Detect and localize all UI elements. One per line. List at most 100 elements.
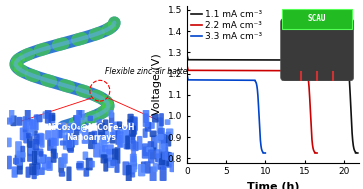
FancyBboxPatch shape [78,109,85,120]
FancyBboxPatch shape [124,127,130,144]
FancyBboxPatch shape [32,139,39,150]
FancyBboxPatch shape [150,147,156,159]
FancyBboxPatch shape [36,159,40,170]
Y-axis label: Voltage (V): Voltage (V) [152,53,162,115]
FancyBboxPatch shape [40,155,46,164]
Text: Flexible zinc-air battery: Flexible zinc-air battery [105,67,195,76]
FancyBboxPatch shape [107,158,114,168]
FancyBboxPatch shape [23,129,29,143]
FancyBboxPatch shape [166,155,172,168]
FancyBboxPatch shape [156,149,160,158]
FancyBboxPatch shape [110,160,117,166]
FancyBboxPatch shape [28,141,32,156]
FancyBboxPatch shape [123,161,129,175]
FancyBboxPatch shape [68,123,73,137]
FancyBboxPatch shape [20,128,27,140]
FancyBboxPatch shape [72,135,78,145]
FancyBboxPatch shape [34,114,39,130]
FancyBboxPatch shape [16,151,23,166]
FancyBboxPatch shape [82,129,88,144]
FancyBboxPatch shape [66,135,73,148]
FancyBboxPatch shape [87,116,93,121]
FancyBboxPatch shape [128,163,134,174]
FancyBboxPatch shape [126,165,132,182]
FancyBboxPatch shape [102,154,108,160]
FancyBboxPatch shape [122,127,127,143]
FancyBboxPatch shape [161,159,166,170]
FancyBboxPatch shape [36,115,42,122]
FancyBboxPatch shape [157,117,163,133]
FancyBboxPatch shape [29,125,34,136]
FancyBboxPatch shape [131,135,135,143]
FancyBboxPatch shape [158,128,165,140]
FancyBboxPatch shape [166,129,173,135]
FancyBboxPatch shape [79,128,85,133]
FancyBboxPatch shape [27,134,33,148]
FancyBboxPatch shape [153,163,158,172]
FancyBboxPatch shape [51,149,57,163]
FancyBboxPatch shape [32,130,38,136]
FancyBboxPatch shape [66,167,72,182]
FancyBboxPatch shape [155,153,162,162]
FancyBboxPatch shape [37,133,44,146]
FancyBboxPatch shape [125,135,130,149]
FancyBboxPatch shape [141,161,146,173]
FancyBboxPatch shape [63,135,70,150]
FancyBboxPatch shape [143,146,149,156]
FancyBboxPatch shape [60,140,67,146]
Text: NiCo₂O₄@NiCoFe-OH
Nanoarrays: NiCo₂O₄@NiCoFe-OH Nanoarrays [47,123,135,142]
FancyBboxPatch shape [45,108,52,124]
FancyBboxPatch shape [28,119,34,132]
FancyBboxPatch shape [131,150,136,163]
FancyBboxPatch shape [99,132,103,148]
FancyBboxPatch shape [36,136,43,142]
FancyBboxPatch shape [28,141,33,154]
FancyBboxPatch shape [114,163,119,173]
FancyBboxPatch shape [110,132,115,139]
FancyBboxPatch shape [15,141,22,156]
FancyBboxPatch shape [124,144,131,149]
FancyBboxPatch shape [34,149,38,165]
FancyBboxPatch shape [158,130,163,142]
FancyBboxPatch shape [89,161,95,167]
FancyBboxPatch shape [88,132,95,149]
FancyBboxPatch shape [106,149,112,162]
FancyBboxPatch shape [109,112,114,127]
FancyBboxPatch shape [145,122,151,132]
FancyBboxPatch shape [37,155,45,163]
FancyBboxPatch shape [138,164,145,176]
FancyBboxPatch shape [77,161,84,170]
FancyBboxPatch shape [65,135,70,141]
FancyBboxPatch shape [62,153,68,164]
Legend: 1.1 mA cm⁻³, 2.2 mA cm⁻³, 3.3 mA cm⁻³: 1.1 mA cm⁻³, 2.2 mA cm⁻³, 3.3 mA cm⁻³ [191,10,262,41]
FancyBboxPatch shape [20,146,25,162]
FancyBboxPatch shape [83,168,89,177]
FancyBboxPatch shape [111,122,119,139]
FancyBboxPatch shape [23,121,30,129]
FancyBboxPatch shape [102,131,109,144]
FancyBboxPatch shape [74,116,81,131]
FancyBboxPatch shape [102,145,107,152]
FancyBboxPatch shape [25,109,31,122]
FancyBboxPatch shape [117,131,124,148]
FancyBboxPatch shape [66,130,73,147]
FancyBboxPatch shape [73,115,79,121]
FancyBboxPatch shape [46,160,53,171]
FancyBboxPatch shape [59,157,66,168]
FancyBboxPatch shape [43,111,49,119]
FancyBboxPatch shape [101,154,107,163]
FancyBboxPatch shape [131,121,137,135]
FancyBboxPatch shape [109,110,114,118]
FancyBboxPatch shape [20,152,25,157]
FancyBboxPatch shape [15,154,22,165]
FancyBboxPatch shape [159,149,166,165]
FancyBboxPatch shape [144,161,151,174]
FancyBboxPatch shape [132,142,139,151]
FancyBboxPatch shape [9,109,14,122]
FancyBboxPatch shape [169,153,176,163]
FancyBboxPatch shape [127,119,132,130]
FancyBboxPatch shape [112,149,119,160]
FancyBboxPatch shape [7,118,12,125]
FancyBboxPatch shape [159,113,164,126]
FancyBboxPatch shape [97,120,102,126]
